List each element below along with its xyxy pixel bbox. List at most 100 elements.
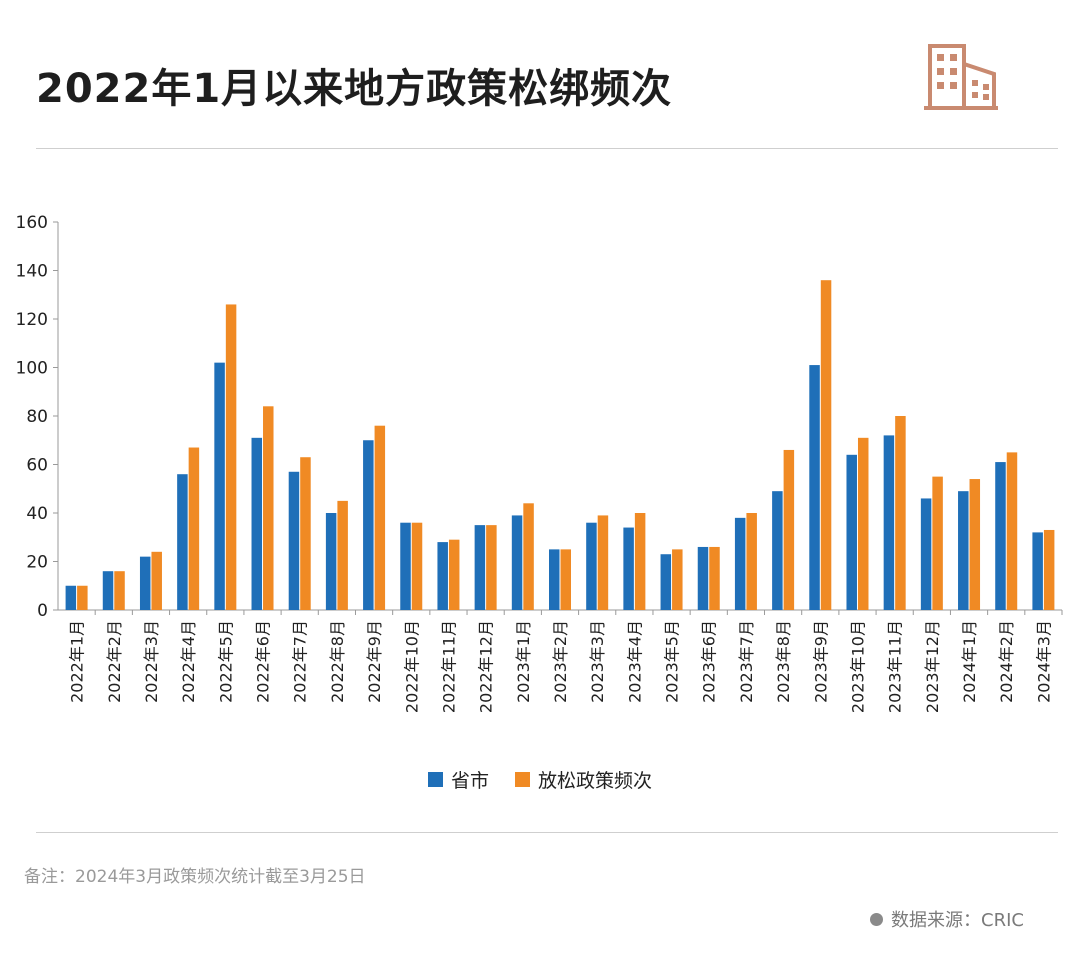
legend-label-series-2: 放松政策频次 (538, 770, 653, 792)
bar-series-2 (634, 513, 646, 610)
y-tick-label: 160 (16, 213, 48, 233)
bar-series-1 (363, 440, 374, 610)
x-tick-label: 2023年5月 (663, 620, 682, 703)
y-tick-label: 20 (26, 553, 48, 573)
bar-series-2 (672, 549, 683, 610)
x-tick-label: 2022年12月 (477, 620, 496, 713)
x-tick-label: 2023年9月 (811, 620, 830, 703)
bar-chart: 0 20 40 60 80 100 120 140 160 2022年1月 2022年2月 2022年… (16, 213, 1063, 713)
bar-series-2 (77, 585, 88, 610)
bar-series-1 (809, 365, 820, 610)
bar-series-1 (400, 522, 411, 610)
bar-series-1 (251, 437, 263, 610)
x-tick-label: 2022年1月 (68, 620, 87, 703)
legend-swatch-series-2 (515, 772, 530, 787)
bar-series-2 (709, 546, 720, 610)
x-tick-label: 2024年3月 (1034, 620, 1053, 703)
bar-series-2 (448, 539, 460, 610)
chart-legend: 省市 放松政策频次 (0, 766, 1080, 793)
footer-divider (36, 832, 1058, 833)
bar-series-2 (486, 525, 497, 610)
x-tick-label: 2022年6月 (254, 620, 273, 703)
y-tick-label: 40 (26, 504, 48, 524)
bar-series-2 (857, 437, 869, 610)
bar-series-1 (102, 571, 114, 610)
bar-series-2 (932, 476, 943, 610)
bar-series-2 (188, 447, 200, 610)
x-tick-label: 2022年9月 (365, 620, 384, 703)
bar-series-2 (114, 571, 125, 610)
bar-series-2 (151, 551, 162, 610)
legend-item-series-2: 放松政策频次 (515, 766, 652, 793)
bar-series-1 (549, 549, 560, 610)
bar-series-2 (895, 416, 906, 610)
x-tick-label: 2022年3月 (142, 620, 161, 703)
x-tick-label: 2022年11月 (439, 620, 458, 713)
bar-series-2 (560, 549, 571, 610)
building-icon (924, 44, 998, 110)
bar-series-2 (746, 513, 757, 610)
legend-label-series-1: 省市 (450, 770, 489, 792)
y-tick-label: 120 (16, 310, 48, 330)
x-tick-label: 2023年1月 (514, 620, 533, 703)
x-tick-label: 2023年8月 (774, 620, 793, 703)
bar-series-1 (139, 556, 151, 610)
x-tick-label: 2022年2月 (105, 620, 124, 703)
footnote: 备注：2024年3月政策频次统计截至3月25日 (24, 867, 366, 887)
y-tick-label: 140 (16, 262, 48, 282)
bar-series-2 (783, 449, 795, 610)
x-tick-label: 2023年11月 (886, 620, 905, 713)
bar-series-1 (734, 517, 746, 610)
page-title: 2022年1月以来地方政策松绑频次 (36, 66, 673, 112)
bar-series-2 (300, 457, 311, 610)
bar-series-1 (995, 462, 1006, 610)
bar-series-1 (511, 515, 523, 610)
y-tick-label: 60 (26, 456, 48, 476)
x-tick-label: 2023年2月 (551, 620, 570, 703)
legend-item-series-1: 省市 (427, 766, 489, 793)
x-tick-label: 2022年8月 (328, 620, 347, 703)
x-tick-label: 2023年4月 (625, 620, 644, 703)
bar-series-2 (597, 515, 609, 610)
bar-series-1 (846, 454, 857, 610)
y-tick-label: 80 (26, 407, 48, 427)
header-divider (36, 148, 1058, 149)
bar-series-2 (411, 522, 423, 610)
bar-series-1 (288, 471, 300, 610)
bar-series-1 (660, 554, 672, 610)
bar-series-2 (337, 500, 348, 610)
x-tick-label: 2023年6月 (700, 620, 719, 703)
data-source-label: 数据来源：CRIC (891, 910, 1024, 931)
bar-series-1 (697, 546, 709, 610)
bar-series-2 (523, 503, 534, 610)
bar-series-2 (263, 406, 274, 610)
bar-series-2 (374, 425, 386, 610)
bar-series-1 (623, 527, 634, 610)
x-tick-label: 2022年7月 (291, 620, 310, 703)
bar-series-2 (1006, 452, 1018, 610)
bar-series-1 (214, 362, 225, 610)
bar-series-1 (958, 491, 969, 610)
x-tick-label: 2022年5月 (216, 620, 235, 703)
bar-series-1 (65, 585, 77, 610)
bar-series-2 (225, 304, 237, 610)
bar-series-1 (1032, 532, 1043, 610)
bar-series-1 (325, 513, 337, 610)
x-tick-label: 2022年10月 (402, 620, 421, 713)
x-tick-label: 2023年12月 (923, 620, 942, 713)
y-tick-label: 0 (37, 601, 48, 621)
bullet-icon (870, 912, 884, 926)
bar-series-2 (1043, 529, 1055, 610)
x-tick-label: 2024年2月 (997, 620, 1016, 703)
y-tick-label: 100 (16, 359, 48, 379)
data-source: 数据来源：CRIC (870, 906, 1024, 932)
bar-series-1 (920, 498, 932, 610)
bar-series-1 (474, 525, 486, 610)
x-tick-label: 2023年3月 (588, 620, 607, 703)
bar-series-2 (969, 479, 981, 610)
bar-series-1 (883, 435, 895, 610)
x-tick-label: 2023年7月 (737, 620, 756, 703)
x-tick-label: 2022年4月 (179, 620, 198, 703)
legend-swatch-series-1 (427, 772, 443, 787)
bar-series-1 (437, 542, 448, 610)
